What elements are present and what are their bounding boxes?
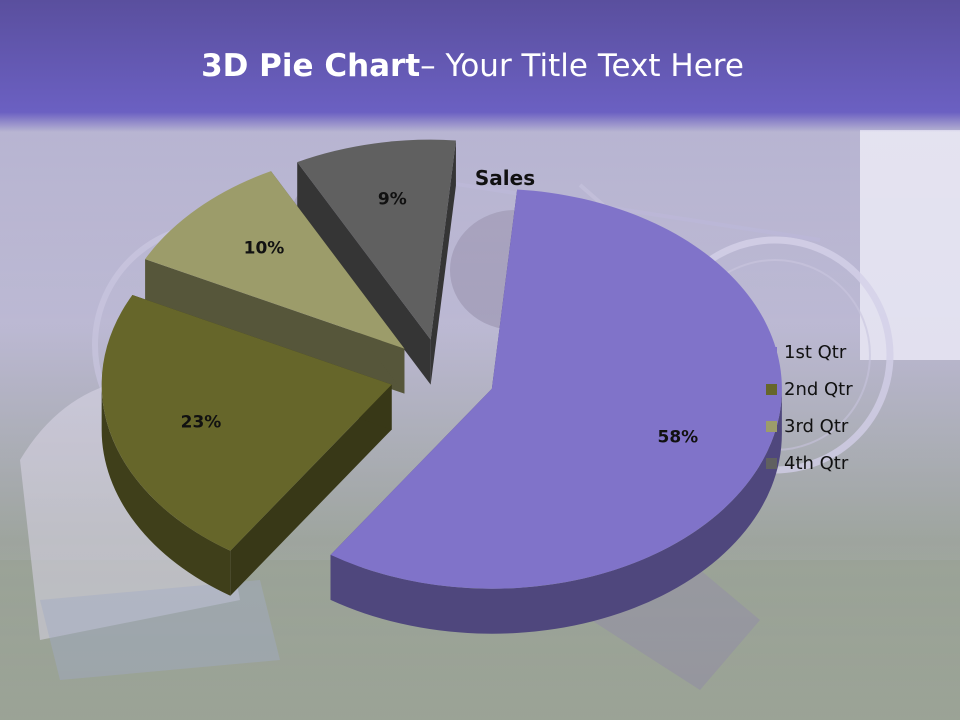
slide-title-rest: – Your Title Text Here	[420, 48, 744, 84]
legend-swatch-1st-qtr	[766, 347, 777, 358]
pie-slice-3rd-qtr	[145, 171, 405, 394]
legend-item-4th-qtr: 4th Qtr	[766, 445, 853, 482]
legend-swatch-3rd-qtr	[766, 421, 777, 432]
legend-label-2nd-qtr: 2nd Qtr	[784, 379, 853, 400]
pie-slice-1st-qtr	[330, 189, 782, 634]
pie-slice-wall-4th-qtr	[297, 162, 431, 385]
data-label-1st-qtr: 58%	[658, 428, 699, 448]
data-label-4th-qtr: 9%	[378, 189, 407, 209]
pie-slice-edge-1st-qtr	[330, 388, 782, 634]
legend-item-2nd-qtr: 2nd Qtr	[766, 371, 853, 408]
slide-title-bold: 3D Pie Chart	[201, 48, 421, 84]
pie-slice-top-3rd-qtr	[145, 171, 405, 349]
pie-slice-wall-2nd-qtr	[230, 384, 392, 596]
pie-slice-4th-qtr	[297, 139, 456, 385]
pie-slice-edge-2nd-qtr	[101, 384, 231, 596]
title-bar	[0, 0, 960, 132]
pie-slice-top-4th-qtr	[297, 139, 456, 340]
pie-slice-top-1st-qtr	[330, 189, 782, 589]
pie-slice-wall-4th-qtr	[430, 140, 456, 385]
data-label-3rd-qtr: 10%	[244, 239, 285, 259]
legend-label-4th-qtr: 4th Qtr	[784, 453, 849, 474]
legend-label-3rd-qtr: 3rd Qtr	[784, 416, 849, 437]
slide-title: 3D Pie Chart– Your Title Text Here	[0, 48, 945, 84]
pie-slice-2nd-qtr	[101, 295, 392, 596]
legend-item-3rd-qtr: 3rd Qtr	[766, 408, 853, 445]
legend-item-1st-qtr: 1st Qtr	[766, 334, 853, 371]
chart-title: Sales	[474, 166, 536, 190]
pie-slice-wall-3rd-qtr	[145, 259, 405, 394]
pie-slice-top-2nd-qtr	[101, 295, 392, 551]
chart-legend: 1st Qtr 2nd Qtr 3rd Qtr 4th Qtr	[766, 334, 853, 482]
data-label-2nd-qtr: 23%	[181, 412, 222, 432]
legend-swatch-4th-qtr	[766, 458, 777, 469]
legend-swatch-2nd-qtr	[766, 384, 777, 395]
legend-label-1st-qtr: 1st Qtr	[784, 342, 847, 363]
